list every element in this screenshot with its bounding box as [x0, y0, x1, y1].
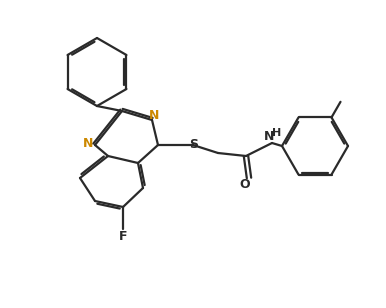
- Text: N: N: [83, 136, 93, 149]
- Text: S: S: [190, 137, 198, 151]
- Text: O: O: [240, 177, 250, 191]
- Text: H: H: [273, 128, 282, 138]
- Text: F: F: [119, 230, 127, 244]
- Text: N: N: [264, 129, 274, 143]
- Text: N: N: [149, 108, 159, 121]
